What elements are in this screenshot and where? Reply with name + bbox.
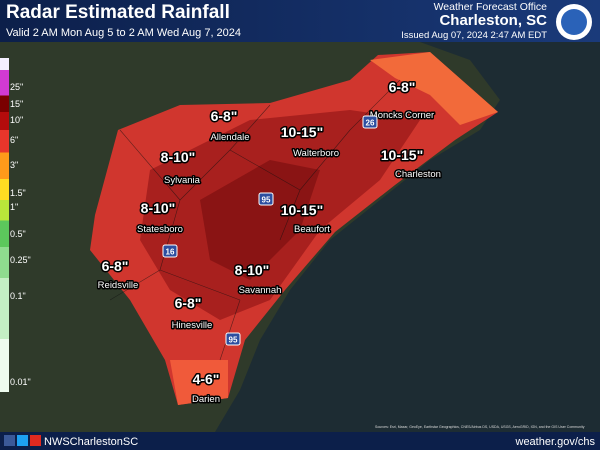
legend-label: 10" bbox=[10, 115, 23, 125]
legend-swatch bbox=[0, 112, 9, 130]
highway-shield bbox=[362, 115, 378, 129]
highway-number: 16 bbox=[166, 248, 175, 257]
highway-shield bbox=[258, 192, 274, 206]
rainfall-amount: 8-10" bbox=[161, 149, 196, 165]
legend-swatch bbox=[0, 200, 9, 221]
legend-label: 6" bbox=[10, 135, 18, 145]
city-label: Allendale bbox=[210, 132, 249, 143]
legend-label: 1" bbox=[10, 202, 18, 212]
footer-bar bbox=[0, 432, 600, 450]
legend-swatch bbox=[0, 95, 9, 112]
rain-area-light bbox=[370, 52, 498, 125]
city-label: Reidsville bbox=[98, 280, 139, 291]
rainfall-amount: 10-15" bbox=[281, 202, 323, 218]
legend-label: 25" bbox=[10, 82, 23, 92]
legend-swatch bbox=[0, 179, 9, 200]
city-label: Sylvania bbox=[164, 175, 201, 186]
legend-top bbox=[0, 58, 9, 70]
nws-logo-inner bbox=[561, 9, 587, 35]
rain-area-heaviest bbox=[200, 160, 320, 280]
website: weather.gov/chs bbox=[515, 436, 596, 448]
rain-area-light bbox=[170, 360, 228, 405]
x-icon[interactable] bbox=[17, 435, 28, 446]
legend-label: 0.25" bbox=[10, 255, 31, 265]
county-lines bbox=[109, 79, 401, 361]
highway-shield bbox=[225, 332, 241, 346]
rainfall-amount: 6-8" bbox=[211, 108, 238, 124]
legend-swatch bbox=[0, 339, 9, 392]
rainfall-amount: 6-8" bbox=[175, 295, 202, 311]
rainfall-amount: 10-15" bbox=[281, 124, 323, 140]
legend-swatch bbox=[0, 220, 9, 247]
rainfall-amount: 4-6" bbox=[193, 371, 220, 387]
highway-number: 95 bbox=[229, 336, 238, 345]
youtube-icon[interactable] bbox=[30, 435, 41, 446]
issued: Issued Aug 07, 2024 2:47 AM EDT bbox=[401, 30, 547, 41]
legend-label: 3" bbox=[10, 160, 18, 170]
legend-label: 0.5" bbox=[10, 229, 26, 239]
legend-swatch bbox=[0, 152, 9, 179]
city-label: Walterboro bbox=[293, 148, 339, 159]
subtitle: Valid 2 AM Mon Aug 5 to 2 AM Wed Aug 7, … bbox=[6, 27, 241, 39]
legend-swatch bbox=[0, 130, 9, 153]
highway-shield bbox=[162, 244, 178, 258]
office: Charleston, SC bbox=[439, 12, 547, 29]
rainfall-amount: 6-8" bbox=[389, 79, 416, 95]
highway-number: 26 bbox=[366, 119, 375, 128]
city-label: Beaufort bbox=[294, 224, 330, 235]
city-label: Moncks Corner bbox=[370, 110, 434, 121]
office-label: Weather Forecast Office bbox=[434, 1, 548, 13]
social-handle: NWSCharlestonSC bbox=[44, 436, 138, 448]
title: Radar Estimated Rainfall bbox=[6, 2, 230, 23]
legend-label: 1.5" bbox=[10, 188, 26, 198]
city-label: Charleston bbox=[395, 169, 441, 180]
facebook-icon[interactable] bbox=[4, 435, 15, 446]
legend: 25" 15" 10" 6" 3" 1.5" 1" 0.5" 0.25" 0.1" 0.01" bbox=[0, 58, 31, 392]
legend-label: 0.1" bbox=[10, 291, 26, 301]
city-label: Statesboro bbox=[137, 224, 183, 235]
legend-swatch bbox=[0, 278, 9, 339]
city-label: Darien bbox=[192, 394, 220, 405]
legend-label: 0.01" bbox=[10, 377, 31, 387]
rainfall-amount: 8-10" bbox=[141, 200, 176, 216]
legend-swatch bbox=[0, 70, 9, 96]
highway-number: 95 bbox=[262, 196, 271, 205]
labels: 6-8" Moncks Corner 6-8" Allendale 10-15" Walt… bbox=[96, 78, 442, 407]
city-label: Savannah bbox=[239, 285, 282, 296]
legend-swatch bbox=[0, 247, 9, 278]
header-bar bbox=[0, 0, 600, 42]
rainfall-amount: 6-8" bbox=[102, 258, 129, 274]
city-label: Hinesville bbox=[172, 320, 213, 331]
rainfall-amount: 8-10" bbox=[235, 262, 270, 278]
source: Sources: Esri, Maxar, GeoEye, Earthstar … bbox=[375, 425, 585, 429]
rainfall-amount: 10-15" bbox=[381, 147, 423, 163]
legend-label: 15" bbox=[10, 99, 23, 109]
